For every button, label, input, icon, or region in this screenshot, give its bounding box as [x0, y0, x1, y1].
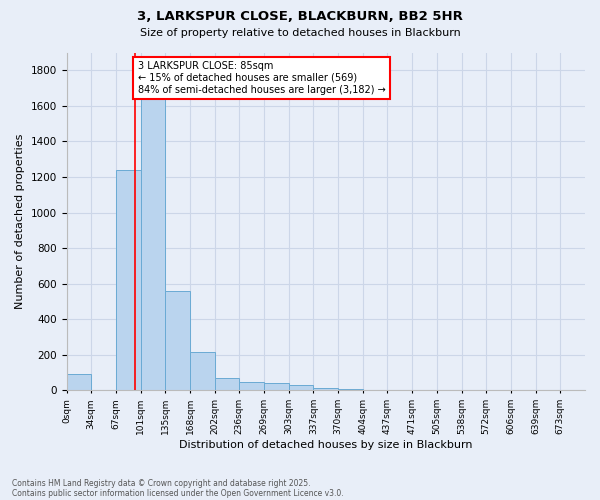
Bar: [165, 291, 190, 390]
X-axis label: Distribution of detached houses by size in Blackburn: Distribution of detached houses by size …: [179, 440, 473, 450]
Bar: [289, 386, 313, 390]
Text: Contains public sector information licensed under the Open Government Licence v3: Contains public sector information licen…: [12, 488, 344, 498]
Bar: [239, 382, 264, 390]
Bar: [140, 95, 165, 390]
Text: Contains HM Land Registry data © Crown copyright and database right 2025.: Contains HM Land Registry data © Crown c…: [12, 478, 311, 488]
Bar: [67, 374, 91, 390]
Text: 3, LARKSPUR CLOSE, BLACKBURN, BB2 5HR: 3, LARKSPUR CLOSE, BLACKBURN, BB2 5HR: [137, 10, 463, 23]
Bar: [215, 378, 239, 390]
Y-axis label: Number of detached properties: Number of detached properties: [15, 134, 25, 309]
Bar: [116, 170, 140, 390]
Bar: [313, 388, 338, 390]
Bar: [264, 384, 289, 390]
Bar: [190, 352, 215, 391]
Text: 3 LARKSPUR CLOSE: 85sqm
← 15% of detached houses are smaller (569)
84% of semi-d: 3 LARKSPUR CLOSE: 85sqm ← 15% of detache…: [137, 62, 385, 94]
Text: Size of property relative to detached houses in Blackburn: Size of property relative to detached ho…: [140, 28, 460, 38]
